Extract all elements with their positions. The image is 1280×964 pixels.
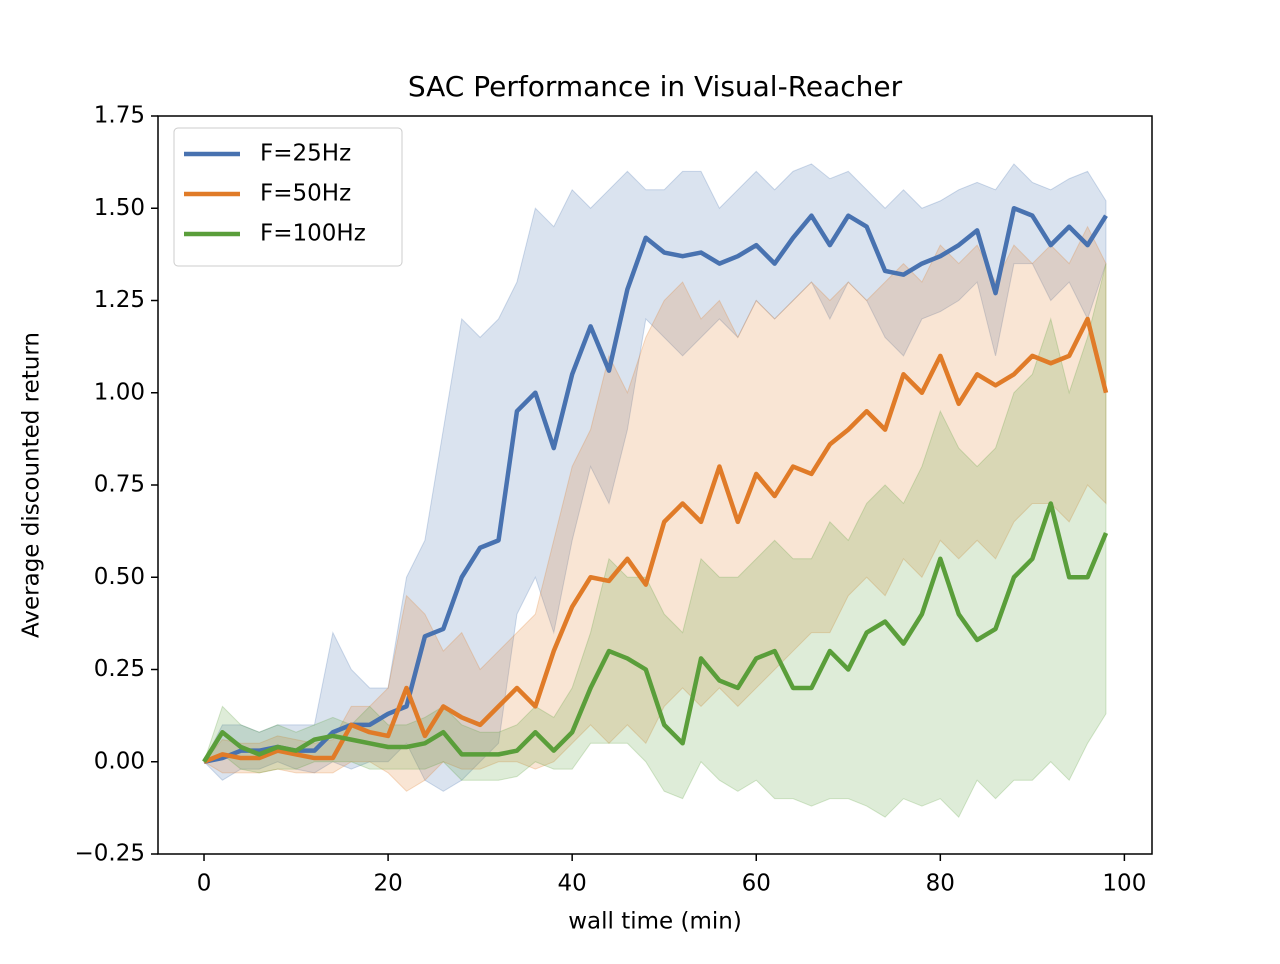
y-tick-label: 1.00 bbox=[94, 379, 145, 405]
x-tick-label: 100 bbox=[1102, 871, 1146, 897]
y-tick-label: −0.25 bbox=[75, 841, 145, 867]
x-tick-label: 0 bbox=[197, 871, 212, 897]
x-tick-label: 60 bbox=[742, 871, 771, 897]
y-tick-label: 0.25 bbox=[94, 656, 145, 682]
legend-label: F=100Hz bbox=[260, 221, 366, 247]
y-tick-label: 0.75 bbox=[94, 472, 145, 498]
y-tick-label: 1.75 bbox=[94, 103, 145, 129]
plot-frame bbox=[157, 115, 1153, 855]
y-tick-label: 1.25 bbox=[94, 287, 145, 313]
x-axis-label: wall time (min) bbox=[568, 909, 742, 935]
x-tick-label: 80 bbox=[926, 871, 955, 897]
confidence-band bbox=[203, 263, 1107, 818]
series-line bbox=[203, 316, 1109, 764]
y-tick-label: 1.50 bbox=[94, 195, 145, 221]
x-tick-label: 20 bbox=[373, 871, 402, 897]
legend-label: F=25Hz bbox=[260, 141, 351, 167]
y-axis-label: Average discounted return bbox=[19, 332, 45, 638]
legend-box bbox=[173, 127, 403, 267]
x-tick-label: 40 bbox=[558, 871, 587, 897]
legend-label: F=50Hz bbox=[260, 181, 351, 207]
y-tick-label: 0.00 bbox=[94, 748, 145, 774]
y-tick-label: 0.50 bbox=[94, 564, 145, 590]
series-line bbox=[202, 501, 1109, 763]
chart-title: SAC Performance in Visual-Reacher bbox=[408, 70, 903, 103]
